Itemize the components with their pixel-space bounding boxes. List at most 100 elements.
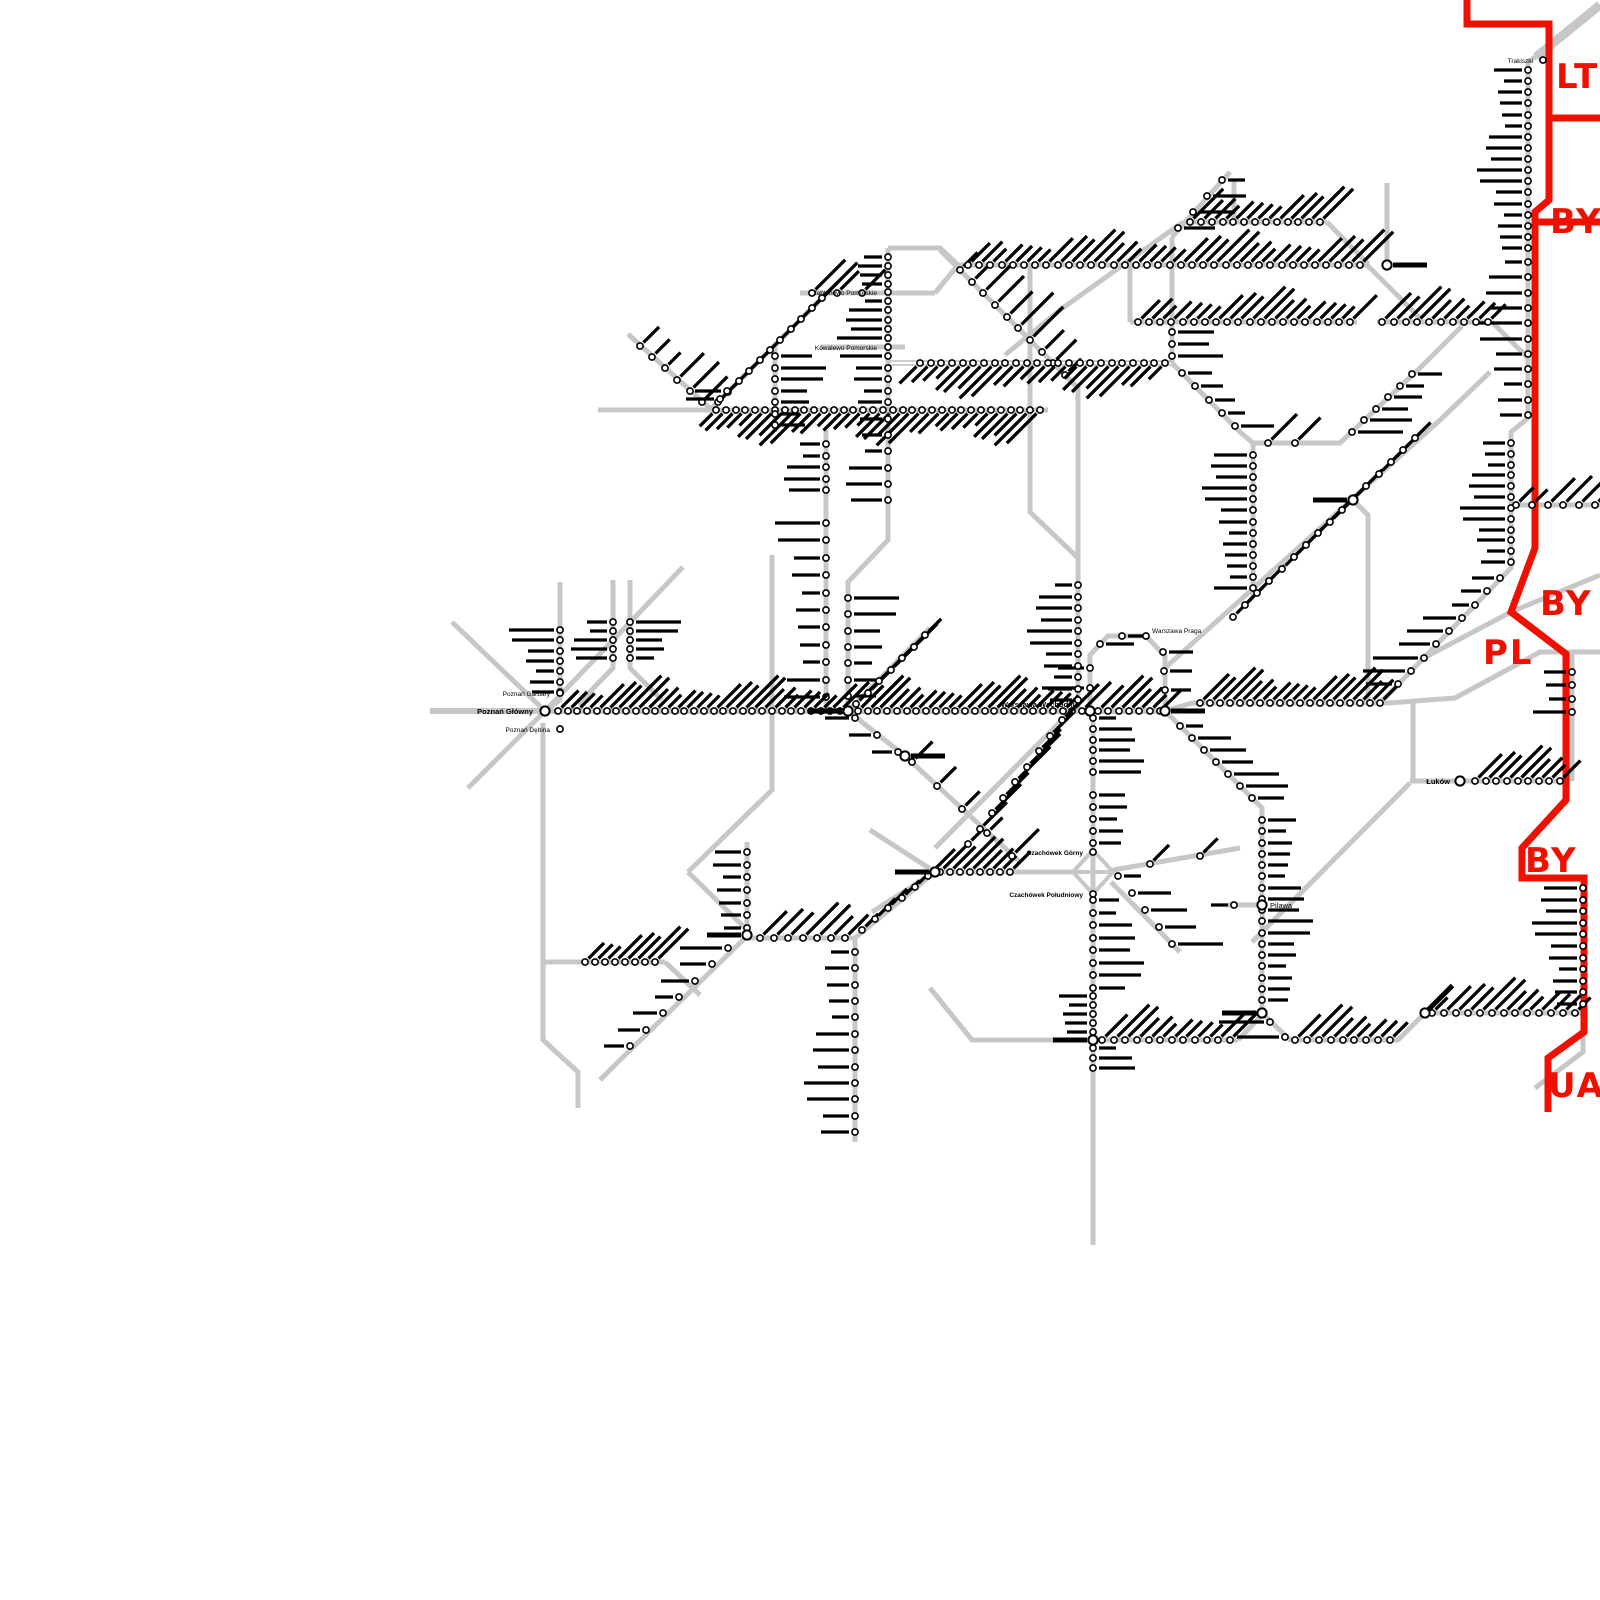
station: [851, 981, 859, 989]
station: [1524, 144, 1532, 152]
station: [771, 364, 779, 372]
station-label-mark: [948, 694, 963, 709]
station: [1084, 705, 1096, 717]
station: [745, 367, 753, 375]
station: [1216, 699, 1224, 707]
station: [1129, 359, 1137, 367]
station-label-mark: [1482, 976, 1517, 1011]
station: [743, 886, 751, 894]
station-label-mark: [1306, 248, 1321, 263]
station: [840, 406, 848, 414]
station-label-mark: [1216, 228, 1251, 263]
station: [1366, 699, 1374, 707]
station: [1222, 261, 1230, 269]
station: [1258, 884, 1266, 892]
station: [1258, 872, 1266, 880]
station: [822, 536, 830, 544]
station: [908, 406, 916, 414]
station: [1205, 396, 1213, 404]
station-label-mark: [939, 412, 959, 432]
station: [1528, 501, 1536, 509]
station: [743, 873, 751, 881]
station: [1203, 192, 1211, 200]
station: [743, 911, 751, 919]
station: [1445, 627, 1453, 635]
station: [1419, 1007, 1431, 1019]
station-label-mark: [589, 694, 604, 709]
station: [1350, 1036, 1358, 1044]
station: [1291, 439, 1299, 447]
station: [1579, 1000, 1587, 1008]
station: [859, 406, 867, 414]
station: [1289, 261, 1297, 269]
named-station-label: Trakiszki: [1508, 58, 1533, 65]
station: [1296, 699, 1304, 707]
station: [1191, 382, 1199, 390]
station-label-mark: [1203, 198, 1225, 220]
station: [1326, 518, 1334, 526]
station-label-mark: [1541, 991, 1561, 1011]
station: [1507, 515, 1515, 523]
station: [1110, 1036, 1118, 1044]
station: [1258, 850, 1266, 858]
station: [884, 387, 892, 395]
station: [884, 364, 892, 372]
station: [883, 707, 891, 715]
station: [1200, 746, 1208, 754]
station: [1074, 650, 1082, 658]
station: [1089, 1010, 1097, 1018]
station: [1128, 889, 1136, 897]
country-label: BY: [1540, 584, 1593, 624]
station: [1507, 439, 1515, 447]
station: [1302, 541, 1310, 549]
station: [1524, 133, 1532, 141]
station: [822, 463, 830, 471]
station: [1547, 1009, 1555, 1017]
station: [1579, 977, 1587, 985]
station: [1089, 984, 1097, 992]
station: [1387, 458, 1395, 466]
station-label-mark: [938, 692, 955, 709]
station: [1278, 565, 1286, 573]
station: [921, 631, 929, 639]
station: [1118, 359, 1126, 367]
station: [996, 868, 1004, 876]
station-label-mark: [764, 687, 786, 709]
station: [1219, 218, 1227, 226]
station: [1559, 501, 1567, 509]
station: [1249, 529, 1257, 537]
station-label-mark: [799, 412, 822, 435]
station-label-mark: [597, 943, 614, 960]
station-label-mark: [1218, 293, 1245, 320]
station: [626, 645, 634, 653]
station: [1258, 962, 1266, 970]
station: [1076, 261, 1084, 269]
station-label-mark: [1263, 287, 1296, 320]
station: [1159, 705, 1171, 717]
station-label-mark: [793, 689, 813, 709]
station: [1464, 1009, 1472, 1017]
station-label-mark: [1380, 1019, 1399, 1038]
station: [626, 636, 634, 644]
station: [636, 342, 644, 350]
station: [910, 643, 918, 651]
station: [556, 657, 564, 665]
station: [673, 376, 681, 384]
station: [858, 926, 866, 934]
station-label-mark: [1104, 1013, 1129, 1038]
station: [1524, 258, 1532, 266]
station: [1000, 707, 1008, 715]
station: [722, 406, 730, 414]
station: [671, 707, 679, 715]
station-label-mark: [1026, 693, 1042, 709]
station: [1044, 359, 1052, 367]
station-label-mark: [967, 680, 996, 709]
station: [1089, 848, 1097, 856]
station-label-mark: [686, 690, 705, 709]
station: [991, 301, 999, 309]
station-label-mark: [1321, 1005, 1354, 1038]
station: [1507, 493, 1515, 501]
station: [739, 707, 747, 715]
station-label-mark: [1070, 365, 1099, 394]
station-label-mark: [1015, 244, 1034, 263]
